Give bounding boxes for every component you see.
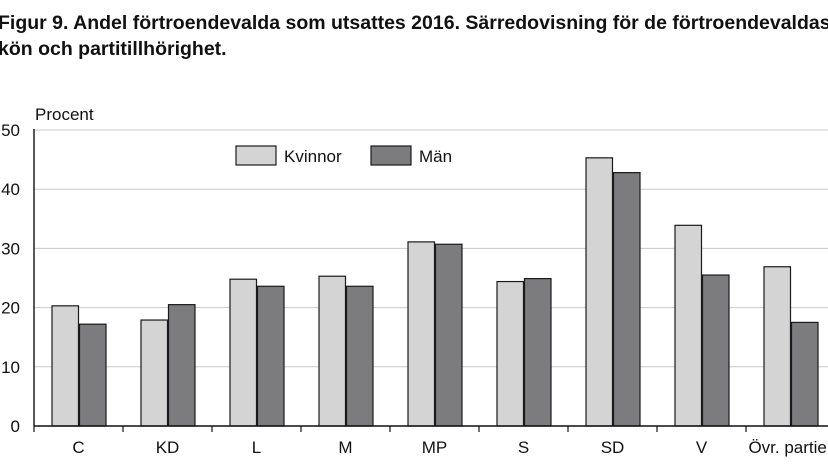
axes xyxy=(33,129,828,432)
x-tick-label-8: V xyxy=(696,438,708,457)
y-tick-label-30: 30 xyxy=(1,239,20,258)
bar-kvinnor-2 xyxy=(140,319,169,427)
bar-kvinnor-5 xyxy=(407,241,436,427)
bars-group xyxy=(51,157,819,427)
chart-title: Figur 9. Andel förtroendevalda som utsat… xyxy=(0,12,828,60)
legend-label-kvinnor: Kvinnor xyxy=(284,147,342,166)
y-tick-label-20: 20 xyxy=(1,299,20,318)
bar-man-7 xyxy=(612,172,641,427)
bar-man-5 xyxy=(434,243,463,427)
x-tick-label-9: Övr. partier xyxy=(748,438,828,457)
bar-man-6 xyxy=(523,277,552,427)
y-tick-label-40: 40 xyxy=(1,180,20,199)
x-tick-labels: C KD L M MP S SD V Övr. partier xyxy=(72,438,828,457)
bar-man-4 xyxy=(345,285,374,427)
bar-kvinnor-4 xyxy=(318,275,347,427)
bar-kvinnor-6 xyxy=(496,280,525,427)
x-tick-label-3: L xyxy=(252,438,261,457)
legend-swatch-kvinnor xyxy=(235,145,277,166)
bar-kvinnor-8 xyxy=(674,224,703,427)
x-tick-label-6: S xyxy=(518,438,529,457)
y-tick-label-0: 0 xyxy=(11,417,20,436)
bar-kvinnor-9 xyxy=(763,266,792,427)
legend: Kvinnor Män xyxy=(235,145,452,166)
legend-swatch-man xyxy=(370,145,412,166)
bar-man-3 xyxy=(256,285,285,427)
x-tick-label-4: M xyxy=(338,438,352,457)
bar-kvinnor-7 xyxy=(585,157,614,427)
x-tick-label-2: KD xyxy=(156,438,180,457)
bar-man-8 xyxy=(701,274,730,427)
y-tick-label-50: 50 xyxy=(1,121,20,140)
legend-label-man: Män xyxy=(419,147,452,166)
x-tick-label-5: MP xyxy=(422,438,448,457)
x-tick-label-7: SD xyxy=(601,438,625,457)
bar-kvinnor-3 xyxy=(229,278,258,427)
bar-man-2 xyxy=(167,304,196,427)
y-axis-label: Procent xyxy=(35,105,94,124)
y-tick-label-10: 10 xyxy=(1,358,20,377)
x-tick-label-1: C xyxy=(72,438,84,457)
bar-kvinnor-1 xyxy=(51,305,80,427)
bar-man-1 xyxy=(78,323,107,427)
bar-man-9 xyxy=(790,321,819,427)
y-tick-labels: 0 10 20 30 40 50 xyxy=(1,121,20,436)
